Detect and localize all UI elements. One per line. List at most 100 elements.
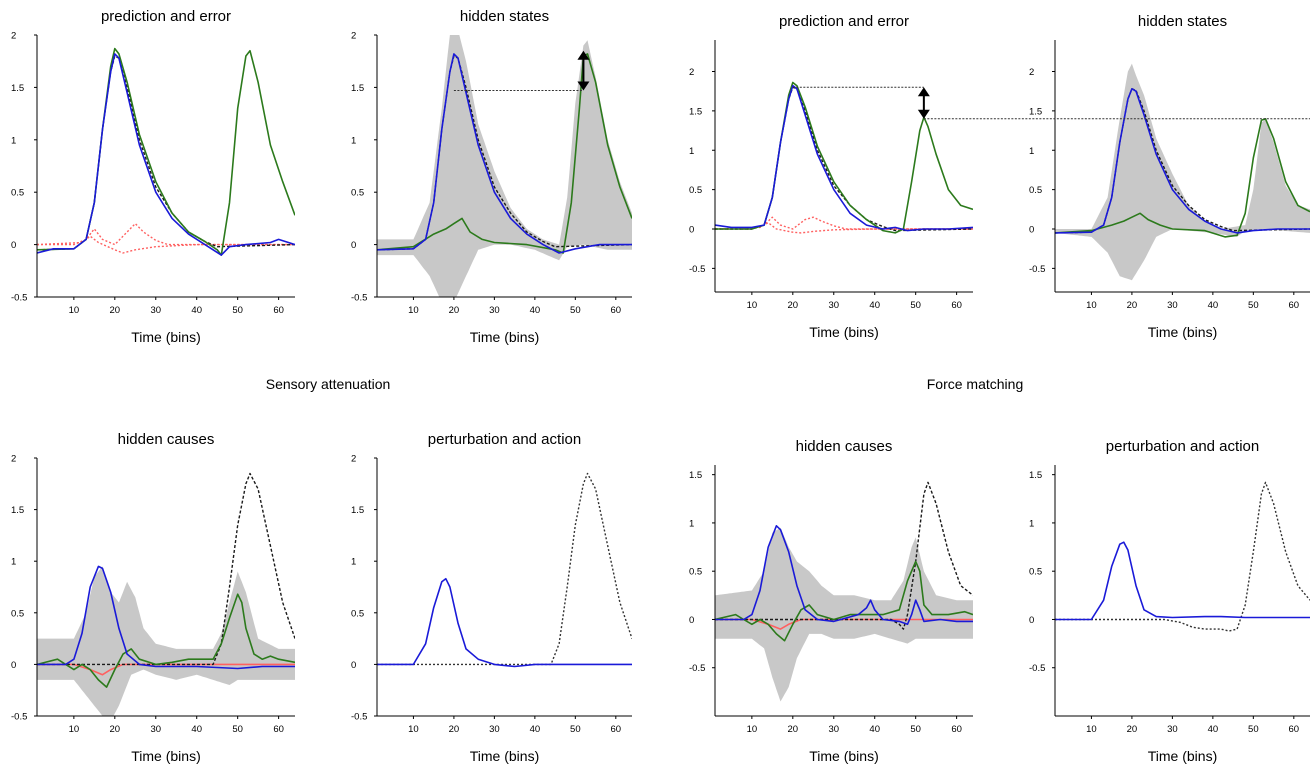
x-tick-label: 30 bbox=[150, 724, 161, 735]
series-line-cause-1 bbox=[37, 472, 295, 666]
x-tick-label: 10 bbox=[1086, 300, 1097, 311]
x-tick-label: 20 bbox=[449, 305, 460, 316]
x-axis-label: Time (bins) bbox=[809, 324, 879, 340]
x-tick-label: 10 bbox=[1086, 724, 1097, 735]
chart-panel-1: -0.5 0 0.5 1 1.5 2 10 20 30 40 50 60 hidden states Ti… bbox=[351, 8, 632, 345]
y-tick-label: 1 bbox=[11, 135, 16, 146]
x-axis-label: Time (bins) bbox=[1148, 324, 1218, 340]
x-tick-label: 50 bbox=[570, 724, 581, 735]
series-line-response-3 bbox=[37, 47, 295, 256]
y-tick-label: 0 bbox=[11, 240, 16, 251]
x-tick-label: 60 bbox=[951, 724, 962, 735]
x-tick-label: 50 bbox=[910, 300, 921, 311]
y-tick-label: 1.5 bbox=[11, 83, 24, 94]
series-line-prediction-2 bbox=[1055, 88, 1310, 234]
x-tick-label: 20 bbox=[788, 300, 799, 311]
x-tick-label: 60 bbox=[273, 724, 284, 735]
x-tick-label: 20 bbox=[1127, 300, 1138, 311]
section-label-sensory-attenuation: Sensory attenuation bbox=[266, 376, 391, 392]
x-tick-label: 20 bbox=[110, 305, 121, 316]
x-tick-label: 60 bbox=[951, 300, 962, 311]
x-tick-label: 40 bbox=[530, 724, 541, 735]
y-tick-label: 2 bbox=[689, 67, 694, 78]
y-tick-label: -0.5 bbox=[689, 264, 705, 275]
x-tick-label: 40 bbox=[869, 300, 880, 311]
y-tick-label: -0.5 bbox=[1029, 264, 1045, 275]
y-tick-label: -0.5 bbox=[11, 712, 27, 723]
x-tick-label: 10 bbox=[747, 724, 758, 735]
arrow-head-up-icon bbox=[917, 87, 930, 97]
x-tick-label: 40 bbox=[530, 305, 541, 316]
chart-panel-0: -0.5 0 0.5 1 1.5 2 10 20 30 40 50 60 prediction and … bbox=[11, 8, 295, 345]
x-tick-label: 10 bbox=[747, 300, 758, 311]
x-tick-label: 40 bbox=[1208, 300, 1219, 311]
series-line-prediction-4 bbox=[715, 84, 973, 232]
y-tick-label: -0.5 bbox=[1029, 663, 1045, 674]
chart-panel-7: -0.5 0 0.5 1 1.5 10 20 30 40 50 60 perturbation and… bbox=[1029, 438, 1310, 764]
x-tick-label: 30 bbox=[489, 305, 500, 316]
x-tick-label: 20 bbox=[788, 724, 799, 735]
y-tick-label: 1 bbox=[689, 518, 694, 529]
y-tick-label: 1 bbox=[11, 557, 16, 568]
x-tick-label: 60 bbox=[1289, 300, 1300, 311]
chart-panel-4: -0.5 0 0.5 1 1.5 2 10 20 30 40 50 60 hidden causes Ti… bbox=[11, 431, 295, 764]
x-tick-label: 30 bbox=[1167, 300, 1178, 311]
confidence-band bbox=[1055, 63, 1310, 281]
y-tick-label: 1 bbox=[351, 135, 356, 146]
y-tick-label: 0 bbox=[11, 660, 16, 671]
x-tick-label: 10 bbox=[408, 724, 419, 735]
y-tick-label: 1.5 bbox=[1029, 106, 1042, 117]
y-tick-label: 0.5 bbox=[689, 185, 702, 196]
x-tick-label: 50 bbox=[232, 724, 243, 735]
chart-title: perturbation and action bbox=[1106, 438, 1259, 455]
series-line-response-2 bbox=[37, 593, 295, 688]
x-tick-label: 50 bbox=[232, 305, 243, 316]
y-tick-label: 0.5 bbox=[11, 188, 24, 199]
x-tick-label: 50 bbox=[1248, 300, 1259, 311]
x-tick-label: 60 bbox=[611, 724, 622, 735]
y-tick-label: 1.5 bbox=[1029, 470, 1042, 481]
y-tick-label: 0.5 bbox=[11, 608, 24, 619]
y-tick-label: 2 bbox=[351, 31, 356, 42]
y-tick-label: 1 bbox=[689, 146, 694, 157]
x-tick-label: 40 bbox=[869, 724, 880, 735]
x-axis-label: Time (bins) bbox=[470, 748, 540, 764]
x-axis-label: Time (bins) bbox=[131, 329, 201, 345]
chart-title: hidden causes bbox=[796, 438, 893, 455]
x-axis-label: Time (bins) bbox=[1148, 748, 1218, 764]
y-tick-label: 0 bbox=[689, 225, 694, 236]
series-line-prediction-3 bbox=[37, 565, 295, 670]
y-tick-label: 1.5 bbox=[11, 505, 24, 516]
series-line-cause-2 bbox=[715, 86, 973, 232]
x-tick-label: 50 bbox=[1248, 724, 1259, 735]
series-line-error-1 bbox=[37, 235, 295, 254]
y-tick-label: 0.5 bbox=[351, 608, 364, 619]
chart-panel-3: -0.5 0 0.5 1 1.5 2 10 20 30 40 50 60 hidden states Ti… bbox=[1029, 13, 1310, 340]
x-tick-label: 30 bbox=[150, 305, 161, 316]
x-tick-label: 20 bbox=[110, 724, 121, 735]
y-tick-label: 2 bbox=[11, 454, 16, 465]
series-line-cause-2 bbox=[37, 55, 295, 251]
y-tick-label: 0.5 bbox=[351, 188, 364, 199]
x-tick-label: 40 bbox=[1208, 724, 1219, 735]
arrow-head-down-icon bbox=[917, 109, 930, 119]
confidence-band bbox=[377, 35, 632, 297]
series-line-perturbation-0 bbox=[377, 472, 632, 666]
x-tick-label: 60 bbox=[1289, 724, 1300, 735]
series-line-action-1 bbox=[1055, 541, 1310, 621]
x-tick-label: 30 bbox=[828, 724, 839, 735]
section-label-force-matching: Force matching bbox=[927, 376, 1023, 392]
x-tick-label: 20 bbox=[449, 724, 460, 735]
y-tick-label: -0.5 bbox=[11, 293, 27, 304]
x-tick-label: 30 bbox=[489, 724, 500, 735]
x-tick-label: 60 bbox=[611, 305, 622, 316]
series-line-response-3 bbox=[715, 81, 973, 234]
y-tick-label: 0.5 bbox=[1029, 567, 1042, 578]
y-tick-label: 0.5 bbox=[689, 567, 702, 578]
chart-title: hidden states bbox=[460, 8, 549, 25]
y-tick-label: 2 bbox=[1029, 67, 1034, 78]
x-axis-label: Time (bins) bbox=[809, 748, 879, 764]
series-line-perturbation-0 bbox=[1055, 481, 1310, 632]
